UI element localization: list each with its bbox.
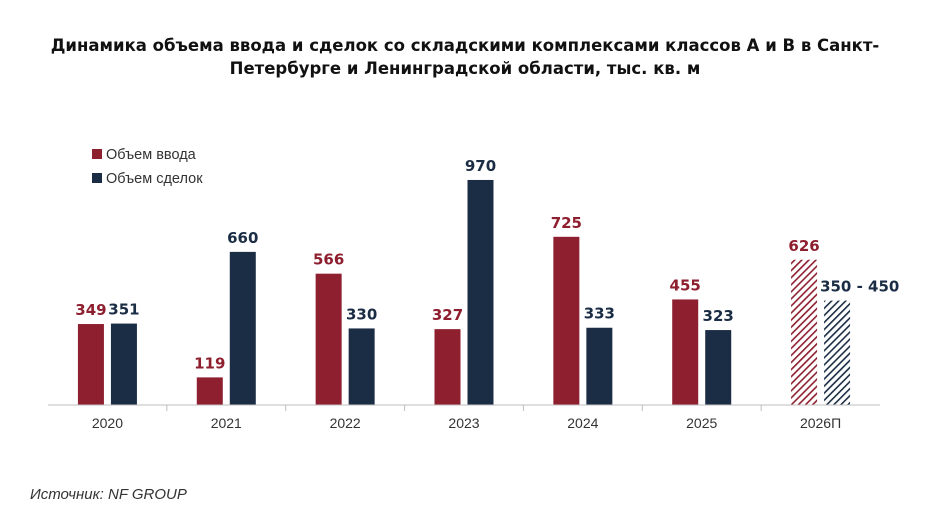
data-label-deals-2022: 330 [346, 305, 377, 323]
bar-input-2025 [672, 299, 699, 405]
bar-input-2020 [77, 324, 104, 405]
bar-input-2022 [315, 273, 342, 405]
x-tick-label-2026П: 2026П [800, 415, 841, 431]
source-note: Источник: NF GROUP [30, 486, 187, 503]
x-tick-label-2022: 2022 [330, 415, 361, 431]
bar-input-2021 [196, 377, 223, 405]
x-axis: 2020 2021 2022 2023 2024 2025 2026П [48, 404, 880, 431]
data-label-input-2025: 455 [670, 276, 701, 294]
data-label-deals-2020: 351 [108, 301, 139, 319]
x-tick-label-2023: 2023 [448, 415, 479, 431]
data-label-deals-2023: 970 [465, 157, 496, 175]
x-tick-label-2025: 2025 [686, 415, 717, 431]
bar-input-2024 [553, 236, 580, 405]
data-label-input-2026П: 626 [788, 237, 819, 255]
data-label-input-2023: 327 [432, 306, 463, 324]
bar-deals-2023 [467, 179, 494, 405]
data-label-deals-2025: 323 [703, 307, 734, 325]
data-label-deals-2024: 333 [584, 305, 615, 323]
legend-label-input: Объем ввода [106, 147, 197, 163]
data-label-input-2022: 566 [313, 251, 344, 269]
bar-deals-2026П [824, 300, 851, 405]
x-tick-label-2020: 2020 [92, 415, 123, 431]
data-label-input-2024: 725 [551, 214, 582, 232]
legend-label-deals: Объем сделок [106, 171, 203, 187]
bar-input-2023 [434, 329, 461, 405]
chart-title: Динамика объема ввода и сделок со складс… [50, 36, 880, 78]
bar-deals-2022 [348, 328, 375, 405]
legend: Объем ввода Объем сделок [92, 147, 203, 187]
bar-input-2026П [791, 259, 818, 405]
data-label-input-2021: 119 [194, 354, 225, 372]
bar-deals-2024 [586, 327, 613, 405]
data-label-input-2020: 349 [75, 301, 106, 319]
legend-swatch-deals [92, 173, 102, 183]
data-label-deals-2026П: 350 - 450 [820, 278, 899, 296]
x-tick-label-2024: 2024 [567, 415, 598, 431]
data-label-deals-2021: 660 [227, 229, 258, 247]
legend-swatch-input [92, 149, 102, 159]
bar-deals-2021 [229, 251, 256, 405]
x-tick-label-2021: 2021 [211, 415, 242, 431]
bar-deals-2020 [110, 323, 137, 405]
bar-deals-2025 [705, 330, 732, 405]
